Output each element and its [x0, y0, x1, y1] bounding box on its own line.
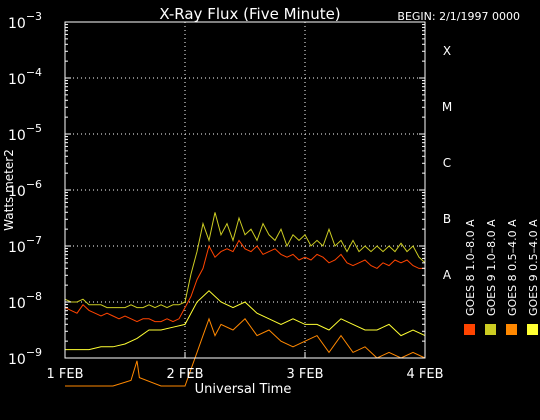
flare-class-a: A — [443, 268, 452, 282]
legend: GOES 8 1.0–8.0 A GOES 9 1.0–8.0 A GOES 8 0… — [464, 219, 540, 335]
chart-title: X-Ray Flux (Five Minute) — [159, 5, 340, 23]
flare-class-b: B — [443, 212, 451, 226]
y-tick-exponent: −8 — [26, 290, 42, 303]
flare-class-c: C — [443, 156, 451, 170]
y-tick-exponent: −9 — [26, 346, 42, 359]
series-line-3 — [65, 290, 426, 351]
x-tick-label: 3 FEB — [286, 367, 323, 382]
legend-swatch-1 — [464, 324, 475, 335]
y-tick-exponent: −5 — [26, 122, 42, 135]
series-line-1 — [64, 239, 425, 323]
y-axis-label: Watts meter2 — [2, 149, 16, 231]
x-tick-label: 4 FEB — [406, 367, 443, 382]
y-axis-ticks: 10−910−810−710−610−510−410−3 — [8, 10, 425, 368]
legend-swatch-4 — [527, 324, 538, 335]
x-axis-label: Universal Time — [195, 382, 292, 397]
x-axis-ticks: 1 FEB 2 FEB 3 FEB 4 FEB — [46, 352, 444, 382]
flare-class-x: X — [443, 44, 451, 58]
flare-class-m: M — [442, 100, 452, 114]
begin-date-label: BEGIN: 2/1/1997 0000 — [397, 10, 520, 23]
y-tick-label: 10−8 — [8, 290, 42, 312]
y-tick-exponent: −7 — [26, 234, 42, 247]
y-tick-label: 10−5 — [8, 122, 42, 144]
y-tick-label: 10−9 — [8, 346, 42, 368]
series-line-2 — [65, 317, 426, 387]
legend-swatch-2 — [485, 324, 496, 335]
legend-label-1: GOES 8 1.0–8.0 A — [464, 219, 477, 316]
series-line-4 — [64, 212, 426, 309]
legend-label-3: GOES 8 0.5–4.0 A — [506, 219, 519, 316]
legend-label-4: GOES 9 0.5–4.0 A — [527, 219, 540, 316]
series-group — [64, 212, 426, 387]
y-tick-exponent: −6 — [26, 178, 42, 191]
y-tick-exponent: −4 — [26, 66, 42, 79]
x-tick-label: 1 FEB — [46, 367, 83, 382]
y-tick-label: 10−7 — [8, 234, 42, 256]
y-tick-exponent: −3 — [26, 10, 42, 23]
legend-swatch-3 — [506, 324, 517, 335]
x-tick-label: 2 FEB — [166, 367, 203, 382]
y-tick-label: 10−3 — [8, 10, 42, 32]
flare-class-labels: A B C M X — [442, 44, 452, 282]
y-tick-label: 10−4 — [8, 66, 42, 88]
legend-label-2: GOES 9 1.0–8.0 A — [485, 219, 498, 316]
